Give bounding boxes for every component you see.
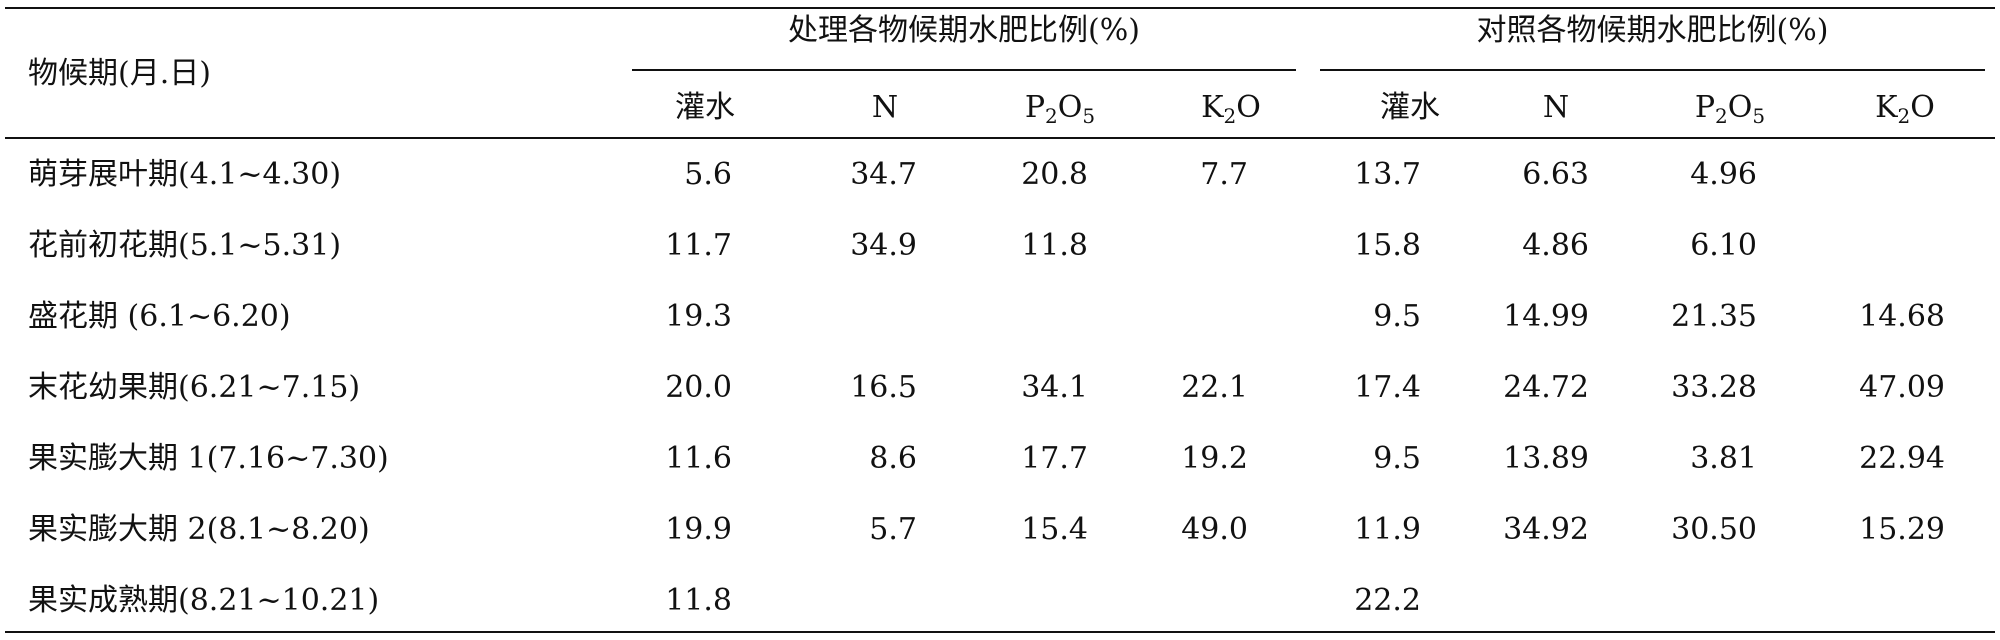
value-cell-c-k: 15.29: [1859, 512, 1945, 547]
value-cell-c-p: 6.10: [1690, 228, 1757, 263]
value-cell-t-n: 34.7: [850, 157, 917, 192]
value-cell-c-p: 33.28: [1671, 370, 1757, 405]
value-cell-t-p: 11.8: [1021, 228, 1088, 263]
value-cell-c-n: 13.89: [1503, 441, 1589, 476]
value-cell-t-k: 19.2: [1181, 441, 1248, 476]
value-cell-c-k: 14.68: [1859, 299, 1945, 334]
treatment-group-underline: [632, 69, 1296, 71]
value-cell-t-water: 11.8: [665, 583, 732, 618]
value-cell-t-water: 19.3: [665, 299, 732, 334]
value-cell-t-water: 19.9: [665, 512, 732, 547]
treatment-irrigation-header: 灌水: [675, 90, 735, 125]
stage-column-header: 物候期(月.日): [28, 56, 211, 91]
value-cell-c-p: 21.35: [1671, 299, 1757, 334]
top-rule: [5, 7, 1995, 9]
value-cell-c-p: 4.96: [1690, 157, 1757, 192]
control-k2o-header: K2O: [1875, 90, 1935, 128]
value-cell-c-water: 13.7: [1354, 157, 1421, 192]
control-n-header: N: [1542, 90, 1570, 125]
value-cell-t-n: 5.7: [869, 512, 917, 547]
stage-cell: 果实膨大期 1(7.16~7.30): [28, 441, 389, 476]
value-cell-t-p: 17.7: [1021, 441, 1088, 476]
control-group-header: 对照各物候期水肥比例(%): [1476, 13, 1829, 48]
treatment-group-header: 处理各物候期水肥比例(%): [788, 13, 1140, 48]
value-cell-t-k: 22.1: [1181, 370, 1248, 405]
value-cell-c-water: 11.9: [1354, 512, 1421, 547]
treatment-n-header: N: [871, 90, 899, 125]
value-cell-c-p: 3.81: [1690, 441, 1757, 476]
value-cell-t-water: 11.7: [665, 228, 732, 263]
value-cell-t-k: 7.7: [1200, 157, 1248, 192]
stage-cell: 末花幼果期(6.21~7.15): [28, 370, 361, 405]
stage-cell: 萌芽展叶期(4.1~4.30): [28, 157, 342, 192]
stage-cell: 盛花期 (6.1~6.20): [28, 299, 291, 334]
treatment-p2o5-header: P2O5: [1024, 90, 1096, 128]
value-cell-t-k: 49.0: [1181, 512, 1248, 547]
control-irrigation-header: 灌水: [1380, 90, 1440, 125]
value-cell-t-p: 34.1: [1021, 370, 1088, 405]
stage-cell: 果实膨大期 2(8.1~8.20): [28, 512, 370, 547]
value-cell-c-n: 34.92: [1503, 512, 1589, 547]
value-cell-t-n: 16.5: [850, 370, 917, 405]
value-cell-c-k: 22.94: [1859, 441, 1945, 476]
value-cell-c-n: 6.63: [1522, 157, 1589, 192]
header-bottom-rule: [5, 137, 1995, 139]
value-cell-c-water: 15.8: [1354, 228, 1421, 263]
value-cell-t-p: 20.8: [1021, 157, 1088, 192]
value-cell-t-n: 34.9: [850, 228, 917, 263]
bottom-rule: [5, 631, 1995, 633]
value-cell-c-water: 17.4: [1354, 370, 1421, 405]
control-group-underline: [1320, 69, 1985, 71]
value-cell-c-water: 22.2: [1354, 583, 1421, 618]
value-cell-t-water: 11.6: [665, 441, 732, 476]
value-cell-c-water: 9.5: [1373, 441, 1421, 476]
value-cell-t-water: 5.6: [684, 157, 732, 192]
value-cell-t-water: 20.0: [665, 370, 732, 405]
value-cell-c-k: 47.09: [1859, 370, 1945, 405]
value-cell-c-water: 9.5: [1373, 299, 1421, 334]
value-cell-t-n: 8.6: [869, 441, 917, 476]
stage-cell: 果实成熟期(8.21~10.21): [28, 583, 380, 618]
value-cell-c-n: 4.86: [1522, 228, 1589, 263]
treatment-k2o-header: K2O: [1201, 90, 1261, 128]
value-cell-c-n: 14.99: [1503, 299, 1589, 334]
value-cell-t-p: 15.4: [1021, 512, 1088, 547]
value-cell-c-n: 24.72: [1503, 370, 1589, 405]
control-p2o5-header: P2O5: [1694, 90, 1766, 128]
value-cell-c-p: 30.50: [1671, 512, 1757, 547]
stage-cell: 花前初花期(5.1~5.31): [28, 228, 342, 263]
